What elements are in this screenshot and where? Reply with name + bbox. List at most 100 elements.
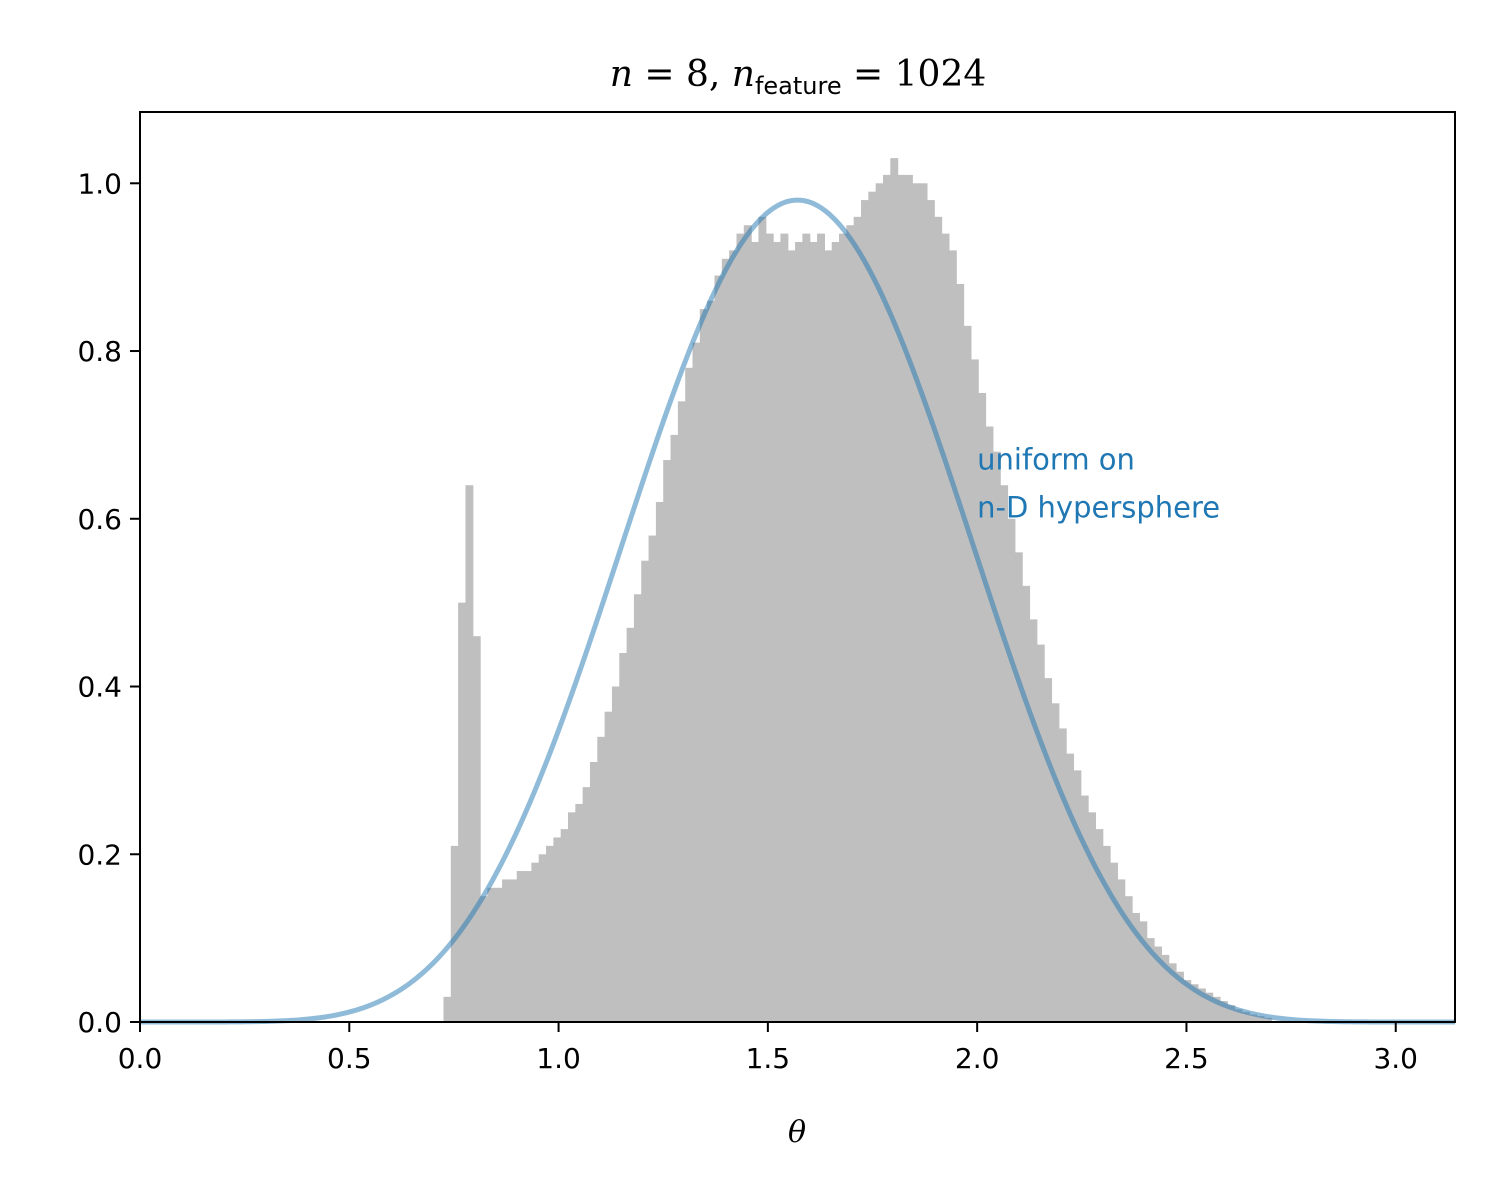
histogram-bar xyxy=(1051,703,1060,1022)
histogram-bar xyxy=(1227,1005,1236,1022)
histogram-bar xyxy=(1205,992,1214,1022)
histogram-bar xyxy=(567,812,576,1022)
histogram-bar xyxy=(882,174,891,1023)
series-line-uniform-hypersphere xyxy=(140,197,1455,1025)
plot-frame xyxy=(139,111,1456,1023)
histogram-bar xyxy=(824,250,833,1023)
x-tick-label: 0.5 xyxy=(327,1042,372,1075)
histogram-bar xyxy=(502,879,510,1022)
histogram-bar xyxy=(699,309,708,1022)
histogram-bar xyxy=(663,460,672,1022)
histogram-bar xyxy=(890,158,899,1022)
histogram-bar xyxy=(963,325,972,1022)
title-equals-1: = xyxy=(633,54,686,95)
histogram-bar xyxy=(472,636,481,1022)
histogram-bar xyxy=(619,652,628,1022)
histogram-bar xyxy=(1080,795,1089,1022)
histogram-bar xyxy=(802,233,811,1022)
histogram-bar xyxy=(729,250,738,1023)
histogram-bar xyxy=(897,174,906,1023)
annotation-line-1: uniform on xyxy=(977,443,1135,477)
histogram-bar xyxy=(1139,921,1148,1022)
histogram-bar xyxy=(985,426,994,1023)
histogram-bar xyxy=(839,233,847,1022)
x-tick-label: 3.0 xyxy=(1373,1042,1418,1075)
x-axis: 0.0 0.5 1.0 1.5 2.0 2.5 3.0 xyxy=(118,1022,1418,1075)
histogram-bar xyxy=(831,242,840,1022)
histogram-bar xyxy=(465,485,474,1022)
histogram-bar xyxy=(692,342,701,1023)
histogram-bar xyxy=(589,762,598,1022)
x-tick-label: 1.0 xyxy=(536,1042,581,1075)
histogram-bar xyxy=(809,242,818,1022)
histogram-bar xyxy=(1102,845,1111,1022)
histogram-bar xyxy=(1117,879,1126,1022)
title-n-value: 8 xyxy=(686,54,709,95)
histogram-bar xyxy=(1256,1016,1265,1022)
histogram-bar xyxy=(1058,728,1067,1022)
histogram-bars xyxy=(443,158,1272,1023)
histogram-bar xyxy=(1073,770,1082,1022)
histogram-bar xyxy=(626,627,635,1022)
chart-title: n = 8, nfeature = 1024 xyxy=(610,54,987,100)
histogram-bar xyxy=(450,845,459,1022)
histogram-bar xyxy=(919,183,928,1022)
histogram-bar xyxy=(1014,552,1023,1022)
histogram-bar xyxy=(487,887,496,1022)
histogram-bar xyxy=(677,401,686,1022)
histogram-bar xyxy=(1241,1011,1250,1022)
histogram-bar xyxy=(1036,644,1045,1022)
histogram-bar xyxy=(765,233,774,1022)
histogram-bar xyxy=(480,896,489,1022)
histogram-bar xyxy=(1161,954,1170,1022)
histogram-bar xyxy=(685,367,694,1022)
histogram-bar xyxy=(758,216,767,1022)
histogram-bar xyxy=(1110,862,1118,1022)
histogram-bar xyxy=(604,711,613,1022)
title-n-symbol: n xyxy=(610,54,633,95)
y-tick-label: 1.0 xyxy=(77,167,122,200)
x-axis-label: θ xyxy=(788,1115,806,1150)
histogram-bar xyxy=(1124,896,1133,1022)
histogram-bar xyxy=(516,871,525,1022)
histogram-bar xyxy=(787,250,796,1023)
histogram-bar xyxy=(714,275,723,1022)
x-tick-label: 0.0 xyxy=(118,1042,163,1075)
histogram-bar xyxy=(721,258,730,1023)
histogram-bar xyxy=(707,300,716,1022)
histogram-bar xyxy=(853,216,862,1022)
histogram-bar xyxy=(597,736,606,1022)
x-tick-label: 2.5 xyxy=(1164,1042,1209,1075)
histogram-bar xyxy=(1175,971,1184,1022)
histogram-bar xyxy=(633,594,642,1022)
histogram-bar xyxy=(524,871,532,1022)
histogram-bar xyxy=(1263,1017,1272,1022)
histogram-bar xyxy=(458,602,467,1022)
histogram-bar xyxy=(941,233,950,1022)
histogram-bar xyxy=(531,862,540,1022)
histogram-bar xyxy=(1095,829,1104,1022)
histogram-bar xyxy=(641,560,650,1022)
histogram-bar xyxy=(1212,996,1221,1022)
histogram-bar xyxy=(1088,812,1097,1022)
histogram-bar xyxy=(912,183,921,1022)
annotation-uniform-hypersphere: uniform on n-D hypersphere xyxy=(977,443,1220,525)
histogram-bar xyxy=(582,787,591,1022)
y-tick-label: 0.6 xyxy=(77,503,122,536)
histogram-bar xyxy=(1066,753,1075,1022)
histogram-bar xyxy=(655,502,664,1022)
histogram-bar xyxy=(751,242,760,1022)
histogram-bar xyxy=(1190,984,1199,1022)
histogram-bar xyxy=(904,174,913,1023)
histogram-bar xyxy=(1000,485,1009,1022)
histogram-bar xyxy=(509,879,518,1022)
histogram-bar xyxy=(1044,678,1053,1022)
x-tick-label: 2.0 xyxy=(955,1042,1000,1075)
histogram-bar xyxy=(773,242,782,1022)
histogram-bar xyxy=(1234,1009,1243,1022)
histogram-bar xyxy=(868,191,877,1022)
y-tick-label: 0.2 xyxy=(77,838,122,871)
y-tick-label: 0.8 xyxy=(77,335,122,368)
histogram-bar xyxy=(443,996,452,1022)
